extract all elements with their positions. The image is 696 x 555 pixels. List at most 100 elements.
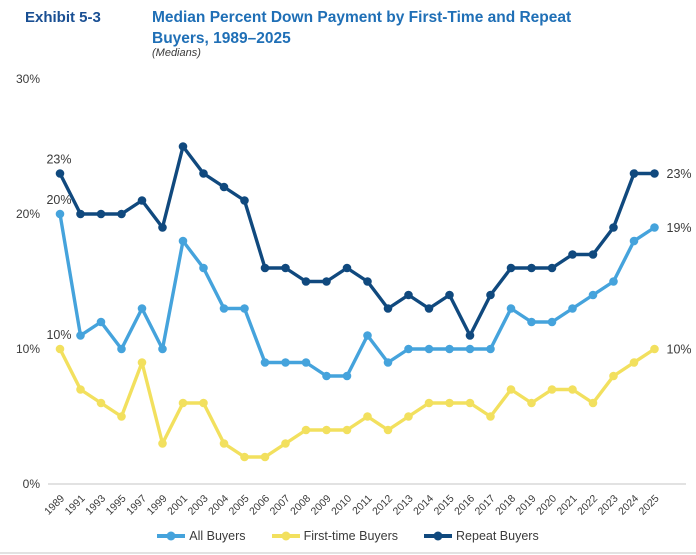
data-point-first-time-buyers	[568, 385, 577, 394]
series-line-first-time-buyers	[58, 347, 657, 459]
data-point-all-buyers	[137, 304, 147, 313]
x-axis-label: 2013	[391, 493, 416, 518]
data-point-repeat-buyers	[527, 263, 536, 273]
data-point-all-buyers	[199, 263, 208, 273]
data-point-all-buyers	[424, 344, 434, 354]
data-point-repeat-buyers	[629, 169, 639, 178]
data-point-repeat-buyers	[342, 263, 352, 273]
data-point-repeat-buyers	[96, 209, 106, 219]
data-point-repeat-buyers	[424, 304, 434, 313]
y-axis-label: 20%	[16, 207, 40, 221]
data-point-repeat-buyers	[383, 304, 393, 313]
series-line-all-buyers	[58, 212, 657, 378]
first-point-label-first-time-buyers: 10%	[46, 328, 71, 342]
data-point-first-time-buyers	[240, 452, 249, 462]
data-point-repeat-buyers	[76, 209, 85, 219]
first-point-label-repeat-buyers: 23%	[46, 153, 71, 167]
data-point-all-buyers	[240, 304, 249, 313]
y-axis-label: 10%	[16, 342, 40, 356]
data-point-all-buyers	[465, 344, 475, 354]
data-point-all-buyers	[219, 304, 229, 313]
data-point-all-buyers	[404, 344, 413, 354]
page-title-line2: Buyers, 1989–2025	[152, 30, 291, 47]
data-point-all-buyers	[588, 290, 598, 300]
data-point-all-buyers	[650, 223, 659, 232]
data-point-all-buyers	[96, 317, 106, 327]
data-point-first-time-buyers	[629, 358, 639, 367]
data-point-repeat-buyers	[199, 169, 208, 178]
data-point-repeat-buyers	[609, 223, 618, 232]
data-point-all-buyers	[547, 317, 557, 327]
exhibit-label: Exhibit 5-3	[25, 9, 101, 26]
data-point-repeat-buyers	[117, 209, 126, 219]
data-point-repeat-buyers	[650, 169, 659, 178]
legend-label-repeat-buyers: Repeat Buyers	[456, 529, 539, 543]
x-axis-label: 2023	[596, 493, 621, 518]
y-axis-label: 30%	[16, 72, 40, 86]
x-axis-label: 2017	[473, 493, 498, 518]
x-axis-label: 2001	[165, 493, 190, 518]
legend-item-first-time-buyers: First-time Buyers	[271, 529, 399, 543]
x-axis-label: 2011	[350, 493, 375, 518]
legend-label-all-buyers: All Buyers	[189, 529, 246, 543]
x-axis-label: 1995	[104, 493, 129, 518]
x-axis-label: 2003	[186, 493, 211, 518]
data-point-first-time-buyers	[199, 398, 208, 408]
data-point-repeat-buyers	[137, 196, 147, 205]
page-title-line1: Median Percent Down Payment by First-Tim…	[152, 9, 572, 26]
x-axis-label: 1989	[42, 493, 67, 518]
data-point-first-time-buyers	[650, 344, 659, 354]
x-axis-label: 1999	[145, 493, 170, 518]
data-point-all-buyers	[506, 304, 516, 313]
data-point-repeat-buyers	[301, 277, 311, 286]
x-axis-label: 2004	[206, 493, 231, 518]
x-axis-label: 2012	[370, 493, 395, 518]
data-point-first-time-buyers	[363, 412, 372, 421]
page-title: Median Percent Down Payment by First-Tim…	[152, 7, 642, 49]
bottom-divider	[0, 552, 696, 554]
legend-label-first-time-buyers: First-time Buyers	[303, 529, 399, 543]
data-point-first-time-buyers	[383, 425, 393, 435]
last-point-label-repeat-buyers: 23%	[667, 167, 692, 181]
x-axis-label: 1991	[63, 493, 88, 518]
data-point-repeat-buyers	[568, 250, 577, 259]
last-point-label-first-time-buyers: 10%	[667, 343, 692, 357]
x-axis-label: 2016	[452, 493, 477, 518]
series-line-repeat-buyers	[58, 144, 657, 338]
data-point-all-buyers	[117, 344, 126, 354]
data-point-all-buyers	[281, 358, 290, 367]
y-axis-label: 0%	[23, 477, 41, 491]
data-point-first-time-buyers	[527, 398, 536, 408]
x-axis-label: 2024	[616, 493, 641, 518]
data-point-first-time-buyers	[137, 358, 147, 367]
first-point-label-all-buyers: 20%	[46, 193, 71, 207]
x-axis-label: 2010	[329, 493, 354, 518]
data-point-all-buyers	[383, 358, 393, 367]
data-point-all-buyers	[322, 371, 331, 381]
data-point-first-time-buyers	[445, 398, 454, 408]
data-point-first-time-buyers	[486, 412, 495, 421]
x-axis-label: 1997	[124, 493, 149, 518]
data-point-all-buyers	[55, 209, 65, 219]
x-axis-label: 2005	[227, 493, 252, 518]
x-axis-label: 2018	[493, 493, 518, 518]
data-point-repeat-buyers	[240, 196, 249, 205]
chart-subtitle: (Medians)	[152, 47, 201, 59]
data-point-first-time-buyers	[588, 398, 598, 408]
data-point-repeat-buyers	[465, 331, 475, 340]
data-point-all-buyers	[568, 304, 577, 313]
data-point-first-time-buyers	[281, 439, 290, 448]
data-point-all-buyers	[260, 358, 270, 367]
all-buyers-line-marker-icon	[157, 534, 186, 538]
data-point-first-time-buyers	[465, 398, 475, 408]
data-point-first-time-buyers	[55, 344, 65, 354]
data-point-first-time-buyers	[404, 412, 413, 421]
data-point-all-buyers	[609, 277, 618, 286]
data-point-all-buyers	[486, 344, 495, 354]
x-axis-label: 2015	[432, 493, 457, 518]
data-point-first-time-buyers	[609, 371, 618, 381]
x-axis-label: 1993	[83, 493, 108, 518]
data-point-first-time-buyers	[301, 425, 311, 435]
